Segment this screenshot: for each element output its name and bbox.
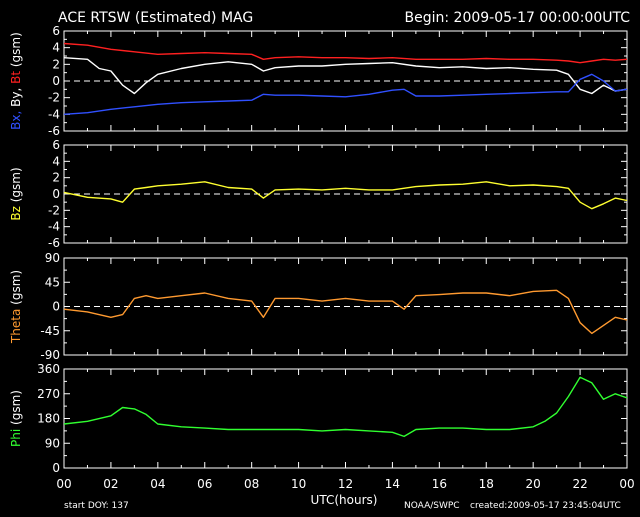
- series-theta: [63, 289, 628, 335]
- y-axis-label-part: Bt: [9, 71, 23, 88]
- y-tick-label: 2: [52, 171, 60, 185]
- y-tick-label: 180: [37, 412, 60, 426]
- y-tick-label: 0: [52, 461, 60, 475]
- y-tick-label: -2: [48, 91, 60, 105]
- series-phi: [63, 376, 628, 438]
- y-tick-label: -2: [48, 203, 60, 217]
- y-tick-label: 0: [52, 300, 60, 314]
- y-axis-label: Bx, By, Bt (gsm): [9, 32, 23, 130]
- x-tick-label: 14: [385, 477, 400, 491]
- y-axis-label-part: (gsm): [9, 167, 23, 206]
- y-axis-label-part: Bz: [9, 206, 23, 221]
- y-tick-label: 45: [45, 275, 60, 289]
- y-tick-label: 0: [52, 187, 60, 201]
- created-timestamp: created:2009-05-17 23:45:04UTC: [470, 501, 621, 511]
- y-axis-label: Phi (gsm): [9, 390, 23, 447]
- y-tick-label: 90: [45, 251, 60, 265]
- begin-timestamp: Begin: 2009-05-17 00:00:00UTC: [405, 10, 631, 26]
- x-tick-label: 00: [56, 477, 71, 491]
- x-tick-label: 20: [526, 477, 541, 491]
- series-bt: [63, 42, 628, 64]
- y-axis-label: Theta (gsm): [9, 270, 23, 344]
- y-tick-label: 6: [52, 138, 60, 152]
- y-axis-label-part: Theta: [9, 309, 23, 344]
- y-tick-label: -45: [40, 324, 60, 338]
- series-bx: [63, 73, 628, 115]
- agency-label: NOAA/SWPC: [404, 501, 460, 511]
- panel-2: -90 -45 0 45 90 Theta (gsm): [9, 251, 628, 362]
- x-tick-label: 02: [103, 477, 118, 491]
- y-axis-label-part: (gsm): [9, 32, 23, 71]
- y-tick-label: 0: [52, 74, 60, 88]
- y-tick-label: -4: [48, 107, 60, 121]
- panel-0: -6 -4 -2 0 2 4 6 Bx, By, Bt (gsm): [9, 24, 628, 138]
- y-axis-label-part: By,: [9, 88, 23, 111]
- x-tick-label: 18: [479, 477, 494, 491]
- y-axis-label-part: (gsm): [9, 390, 23, 429]
- y-axis-label: Bz (gsm): [9, 167, 23, 220]
- x-tick-label: 08: [244, 477, 259, 491]
- y-tick-label: 4: [52, 154, 60, 168]
- panel-1: -6 -4 -2 0 2 4 6 Bz (gsm): [9, 138, 628, 250]
- x-tick-label: 22: [572, 477, 587, 491]
- panel-frame: [63, 368, 628, 469]
- y-axis-label-part: (gsm): [9, 270, 23, 309]
- x-tick-label: 04: [150, 477, 165, 491]
- x-tick-label: 16: [432, 477, 447, 491]
- y-tick-label: 270: [37, 387, 60, 401]
- x-tick-label: 06: [197, 477, 212, 491]
- y-tick-label: 90: [45, 436, 60, 450]
- y-tick-label: -4: [48, 220, 60, 234]
- x-tick-label: 00: [619, 477, 634, 491]
- panel-3: 0 90 180 270 360 Phi (gsm) 00 02 04 06 08 10 12 14 16 1…: [9, 362, 635, 491]
- y-tick-label: 4: [52, 41, 60, 55]
- chart-title: ACE RTSW (Estimated) MAG: [58, 10, 253, 26]
- x-axis-label: UTC(hours): [311, 493, 378, 507]
- y-tick-label: 360: [37, 362, 60, 376]
- y-tick-label: -90: [40, 348, 60, 362]
- y-tick-label: 2: [52, 57, 60, 71]
- series-bz: [63, 181, 628, 210]
- x-tick-label: 10: [291, 477, 306, 491]
- y-tick-label: -6: [48, 124, 60, 138]
- x-tick-label: 12: [338, 477, 353, 491]
- y-tick-label: 6: [52, 24, 60, 38]
- y-axis-label-part: Phi: [9, 429, 23, 447]
- y-tick-label: -6: [48, 236, 60, 250]
- y-axis-label-part: Bx,: [9, 111, 23, 130]
- series-by: [63, 57, 628, 95]
- start-doy: start DOY: 137: [64, 501, 129, 511]
